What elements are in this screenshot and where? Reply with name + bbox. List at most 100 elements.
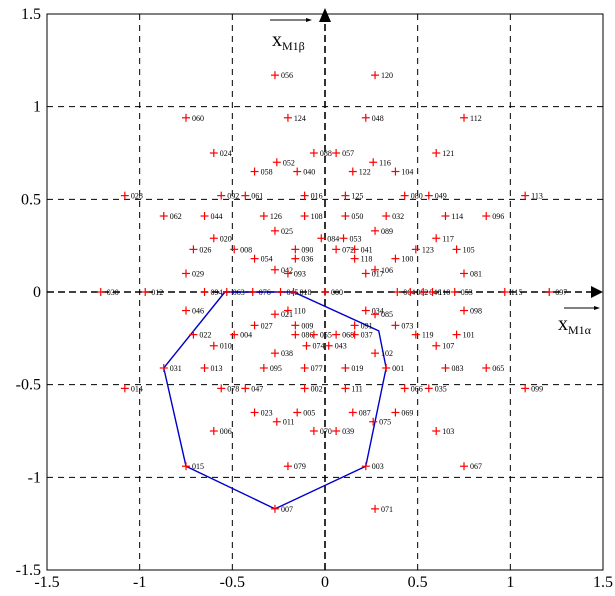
x-axis-label-sub: M1α bbox=[568, 323, 592, 337]
data-point: 048 bbox=[361, 113, 384, 123]
data-point: 079 bbox=[283, 462, 306, 471]
data-point: 026 bbox=[189, 245, 211, 254]
point-label: 126 bbox=[270, 212, 282, 221]
point-label: 061 bbox=[251, 192, 263, 201]
data-point: 031 bbox=[159, 363, 182, 373]
data-point: 123 bbox=[411, 245, 434, 254]
data-point: 121 bbox=[432, 149, 454, 158]
data-point: 030 bbox=[96, 288, 119, 297]
data-point: 034 bbox=[361, 306, 384, 316]
data-point: 103 bbox=[432, 427, 454, 436]
data-point: 032 bbox=[382, 212, 404, 221]
point-label: 003 bbox=[372, 462, 384, 471]
point-label: 074 bbox=[312, 342, 324, 351]
point-label: 104 bbox=[401, 168, 413, 177]
point-label: 026 bbox=[199, 245, 211, 254]
point-label: 075 bbox=[379, 418, 391, 427]
point-label: 008 bbox=[240, 245, 252, 254]
data-point: 001 bbox=[382, 363, 404, 373]
data-point: 028 bbox=[120, 191, 143, 201]
point-label: 062 bbox=[170, 212, 182, 221]
point-label: 096 bbox=[492, 212, 504, 221]
y-axis-arrowhead bbox=[319, 8, 331, 22]
data-point: 080 bbox=[400, 191, 423, 201]
data-point: 077 bbox=[300, 363, 323, 373]
point-label: 093 bbox=[294, 269, 306, 278]
point-label: 114 bbox=[451, 212, 463, 221]
data-point: 118 bbox=[350, 254, 373, 264]
point-label: 107 bbox=[442, 342, 454, 351]
point-label: 048 bbox=[372, 114, 384, 123]
point-label: 018 bbox=[299, 288, 311, 297]
point-label: 099 bbox=[531, 384, 543, 393]
data-point: 088 bbox=[309, 149, 332, 158]
data-point: 063 bbox=[222, 288, 245, 297]
data-point: 004 bbox=[230, 330, 252, 340]
y-axis-label-main: x bbox=[272, 29, 282, 51]
point-label: 016 bbox=[311, 192, 323, 201]
data-point: 094 bbox=[200, 288, 223, 297]
data-point: 009 bbox=[291, 321, 313, 330]
point-label: 012 bbox=[151, 288, 163, 297]
point-label: 031 bbox=[170, 364, 182, 373]
tick-labels: -1.5 -1 -0.5 0 0.5 1 1.5 -1.5 -1 -0.5 0 0.5 1 1.5 bbox=[16, 6, 613, 591]
data-point: 084 bbox=[317, 234, 339, 243]
point-label: 056 bbox=[281, 71, 293, 80]
data-point: 120 bbox=[371, 71, 393, 80]
data-point: 069 bbox=[391, 408, 413, 417]
point-label: 066 bbox=[411, 384, 423, 393]
point-label: 029 bbox=[192, 269, 204, 278]
point-label: 078 bbox=[227, 384, 239, 393]
point-label: 036 bbox=[301, 255, 313, 264]
data-point: 043 bbox=[324, 341, 347, 351]
data-point: 052 bbox=[272, 158, 295, 167]
point-label: 115 bbox=[511, 288, 523, 297]
data-point: 074 bbox=[302, 341, 324, 351]
point-label: 112 bbox=[470, 114, 482, 123]
point-label: 120 bbox=[381, 71, 393, 80]
data-point: 023 bbox=[250, 408, 273, 417]
data-point: 092 bbox=[217, 191, 239, 201]
data-point: 012 bbox=[141, 288, 163, 297]
data-point: 020 bbox=[209, 234, 232, 243]
data-point: 017 bbox=[361, 269, 384, 278]
data-point: 122 bbox=[348, 167, 371, 177]
data-point: 093 bbox=[283, 269, 306, 278]
y-tick-label: 1.5 bbox=[21, 6, 41, 23]
point-label: 079 bbox=[294, 462, 306, 471]
y-tick-label: 0.5 bbox=[21, 191, 41, 208]
point-label: 007 bbox=[281, 505, 293, 514]
point-label: 118 bbox=[361, 255, 373, 264]
x-axis-arrowhead bbox=[591, 286, 603, 298]
axis-labels: xM1β xM1α bbox=[270, 18, 600, 337]
data-point: 007 bbox=[270, 504, 293, 514]
data-point: 114 bbox=[441, 212, 463, 221]
point-label: 011 bbox=[283, 418, 295, 427]
point-label: 072 bbox=[342, 245, 354, 254]
point-label: 009 bbox=[301, 321, 313, 330]
point-label: 123 bbox=[422, 245, 434, 254]
y-tick-label: 0 bbox=[33, 284, 41, 301]
point-label: 077 bbox=[311, 364, 323, 373]
y-tick-label: -0.5 bbox=[16, 377, 41, 394]
point-label: 073 bbox=[401, 321, 413, 330]
point-label: 119 bbox=[422, 331, 434, 340]
point-label: 121 bbox=[442, 149, 454, 158]
data-point: 076 bbox=[248, 288, 271, 297]
data-point: 013 bbox=[200, 363, 223, 373]
point-label: 055 bbox=[320, 331, 332, 340]
point-label: 002 bbox=[311, 384, 323, 393]
point-label: 057 bbox=[342, 149, 354, 158]
data-point: 106 bbox=[371, 265, 393, 275]
point-label: 063 bbox=[233, 288, 245, 297]
point-label: 043 bbox=[335, 342, 347, 351]
point-label: 110 bbox=[438, 288, 450, 297]
point-label: 060 bbox=[192, 114, 204, 123]
point-label: 005 bbox=[303, 408, 315, 417]
data-point: 057 bbox=[332, 149, 354, 158]
data-point: 083 bbox=[441, 363, 463, 373]
point-label: 067 bbox=[470, 462, 482, 471]
data-point: 085 bbox=[371, 310, 393, 319]
data-point: 099 bbox=[521, 384, 543, 393]
